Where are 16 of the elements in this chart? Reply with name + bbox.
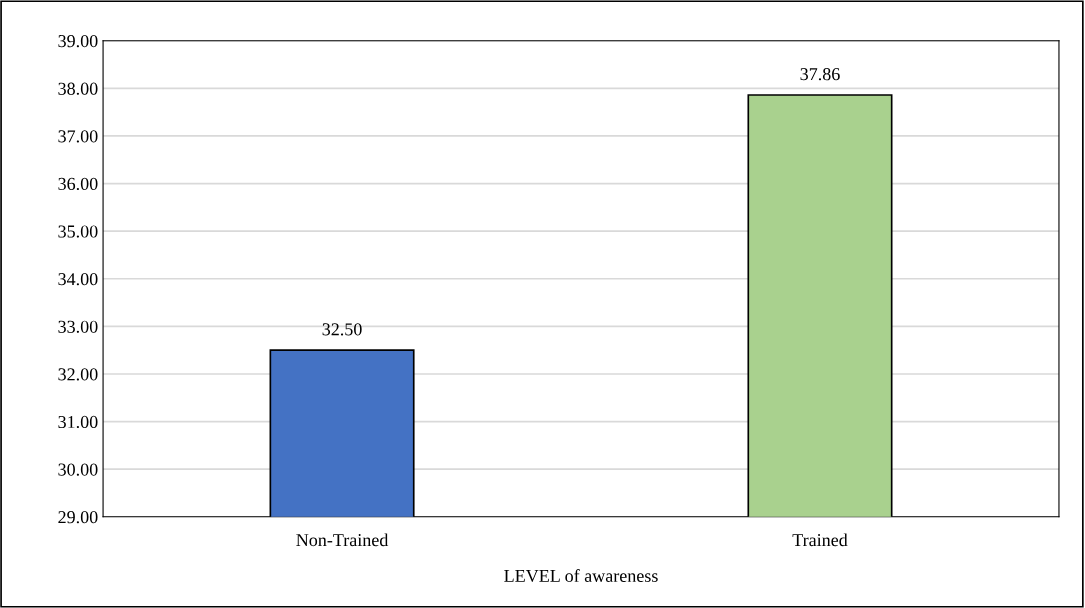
y-tick-label: 35.00	[58, 225, 98, 238]
y-tick-label: 34.00	[58, 273, 98, 286]
y-tick-label: 39.00	[58, 34, 98, 48]
y-tick-label: 32.00	[58, 368, 98, 381]
y-tick-label: 30.00	[58, 463, 98, 476]
y-tick-label: 36.00	[58, 177, 98, 191]
x-tick-label: Non-Trained	[296, 533, 389, 547]
y-tick-label: 29.00	[58, 511, 98, 524]
data-label: 32.50	[322, 323, 362, 336]
x-axis-title: LEVEL of awareness	[504, 569, 658, 583]
y-tick-label: 33.00	[58, 320, 98, 333]
y-tick-label: 38.00	[58, 82, 98, 95]
y-tick-label: 37.00	[58, 130, 98, 143]
data-label: 37.86	[800, 68, 840, 81]
y-tick-label: 31.00	[58, 415, 98, 429]
x-tick-label: Trained	[792, 533, 848, 547]
